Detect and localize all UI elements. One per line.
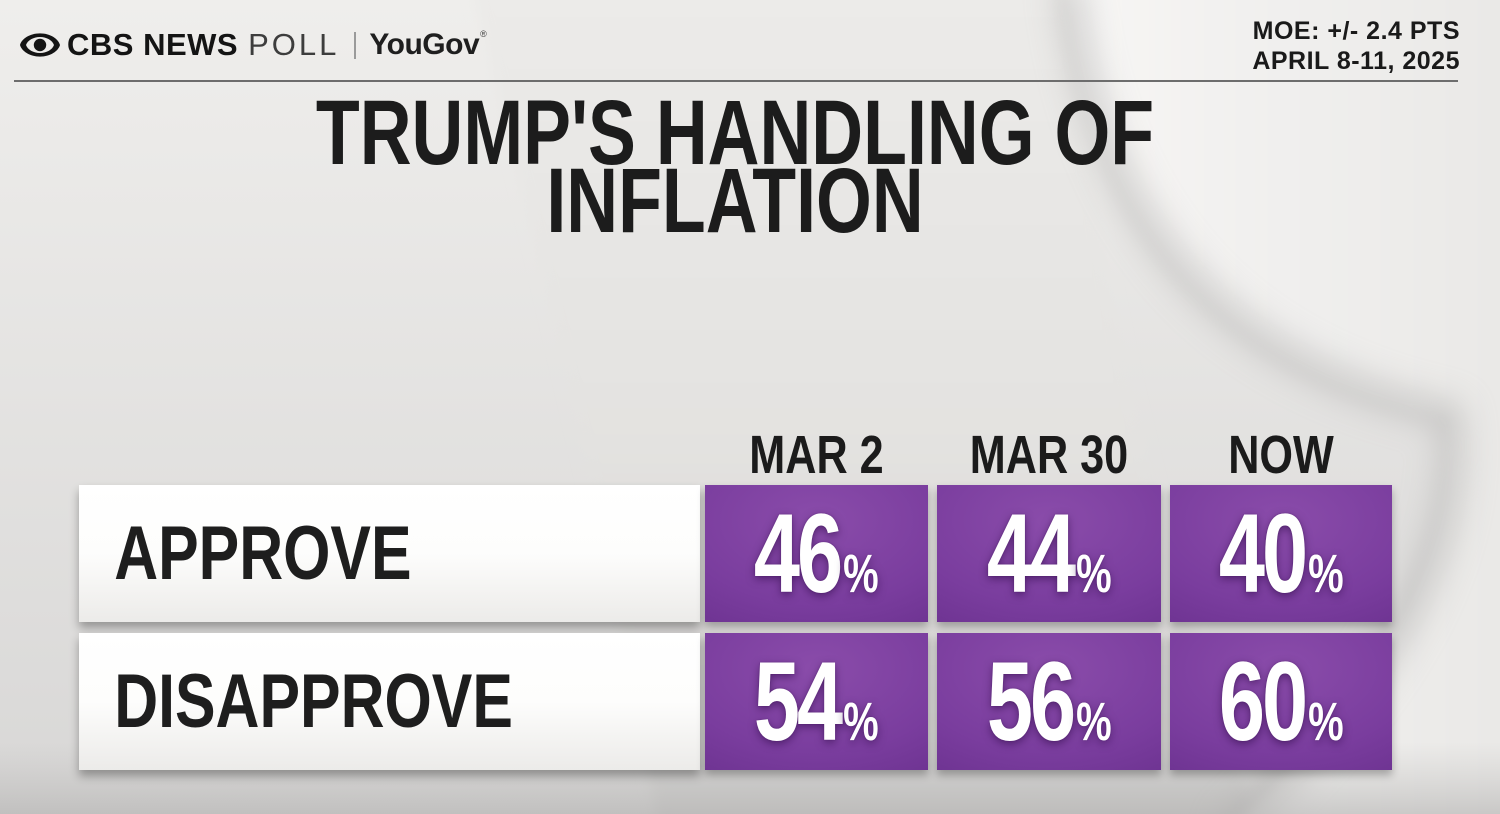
value-approve-now: 40 [1218,490,1308,616]
column-header-now: NOW [1228,424,1334,485]
date-range-line: APRIL 8-11, 2025 [1252,47,1460,75]
value-disapprove-mar2: 54 [754,638,843,764]
brand-cbs-news: CBS NEWS [67,27,239,62]
row-label-approve-text: APPROVE [114,510,412,596]
cbs-eye-icon [20,32,60,58]
brand-lockup: CBS NEWS POLL YouGov ® [20,27,487,63]
title-line-1: TRUMP'S HANDLING OF [315,82,1155,184]
title-line-2: INFLATION [546,150,924,253]
moe-line: MOE: +/- 2.4 PTS [1252,17,1460,45]
value-cell-approve-mar2: 46% [705,485,928,622]
percent-sign: % [843,691,879,752]
methodology-note: MOE: +/- 2.4 PTS APRIL 8-11, 2025 [1252,16,1460,76]
value-approve-mar30: 44 [986,490,1076,616]
brand-poll: POLL [248,27,340,62]
value-cell-approve-now: 40% [1170,485,1392,622]
row-label-approve: APPROVE [79,485,700,622]
percent-sign: % [843,543,879,604]
percent-sign: % [1075,691,1112,752]
brand-yougov-text: YouGov [369,28,480,61]
value-cell-disapprove-now: 60% [1170,633,1392,770]
percent-sign: % [1307,543,1344,604]
row-label-disapprove: DISAPPROVE [79,633,700,770]
value-cell-disapprove-mar2: 54% [705,633,928,770]
value-disapprove-now: 60 [1218,638,1308,764]
page-title: TRUMP'S HANDLING OF INFLATION [162,82,1309,253]
value-approve-mar2: 46 [754,490,843,616]
value-disapprove-mar30: 56 [986,638,1076,764]
column-header-mar-2: MAR 2 [749,424,884,485]
value-cell-disapprove-mar30: 56% [937,633,1161,770]
registered-mark: ® [480,29,487,39]
percent-sign: % [1307,691,1344,752]
brand-divider [354,31,357,59]
brand-yougov: YouGov ® [369,28,486,62]
column-header-mar-30: MAR 30 [969,424,1129,485]
row-label-disapprove-text: DISAPPROVE [114,658,513,744]
value-cell-approve-mar30: 44% [937,485,1161,622]
percent-sign: % [1075,543,1112,604]
header-rule [14,80,1458,82]
